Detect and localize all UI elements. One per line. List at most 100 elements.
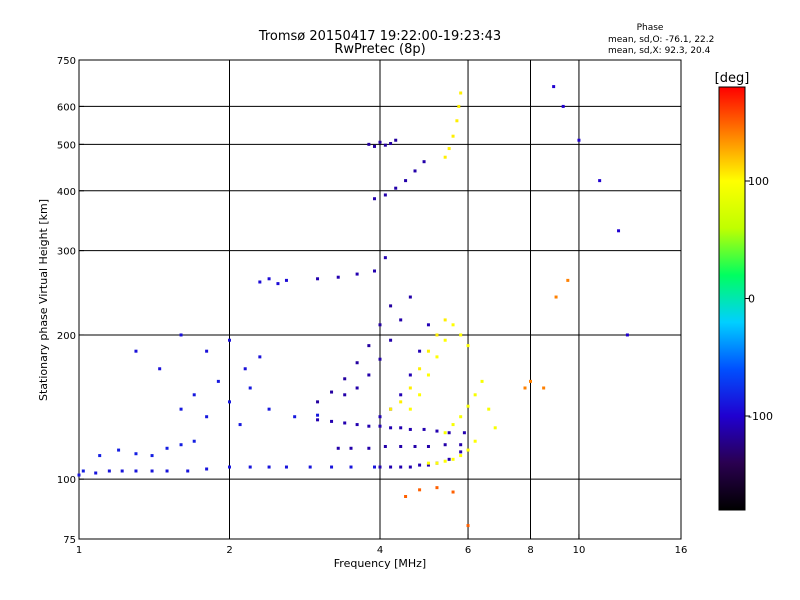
data-point	[487, 407, 491, 411]
y-tick-label: 750	[57, 56, 76, 67]
data-point	[179, 407, 183, 411]
y-axis-label: Stationary phase Virtual Height [km]	[37, 199, 50, 401]
data-point	[367, 142, 371, 146]
data-point	[617, 229, 621, 233]
data-point	[107, 469, 111, 473]
data-point	[378, 140, 382, 144]
data-point	[418, 488, 422, 492]
data-point	[418, 367, 422, 371]
data-point	[383, 193, 387, 197]
data-point	[399, 426, 403, 430]
colorbar-ticks: 100 0 -100	[745, 175, 773, 423]
data-point	[435, 486, 439, 490]
data-point	[473, 393, 477, 397]
data-point	[330, 465, 334, 469]
data-point	[330, 419, 334, 423]
data-point	[158, 367, 162, 371]
data-point	[117, 448, 121, 452]
data-points	[77, 85, 629, 528]
data-point	[81, 469, 85, 473]
data-point	[349, 465, 353, 469]
data-point	[150, 454, 154, 458]
data-point	[473, 439, 477, 443]
data-point	[389, 142, 393, 146]
data-point	[355, 272, 359, 276]
data-point	[276, 282, 280, 286]
data-point	[418, 463, 422, 467]
x-tick-label: 16	[675, 545, 688, 556]
data-point	[77, 473, 81, 477]
data-point	[529, 379, 532, 383]
data-point	[418, 349, 422, 353]
data-point	[466, 448, 470, 452]
data-point	[404, 179, 408, 183]
data-point	[399, 465, 403, 469]
data-point	[238, 423, 242, 427]
data-point	[355, 386, 359, 390]
data-point	[316, 277, 320, 281]
data-point	[422, 427, 426, 431]
data-point	[408, 373, 412, 377]
data-point	[179, 443, 183, 447]
data-point	[443, 155, 447, 159]
data-point	[134, 469, 138, 473]
data-point	[426, 373, 430, 377]
data-point	[134, 452, 138, 456]
stats-line-o: mean, sd,O: -76.1, 22.2	[608, 35, 714, 45]
data-point	[228, 338, 231, 342]
data-point	[447, 431, 451, 435]
data-point	[284, 465, 288, 469]
data-point	[165, 469, 169, 473]
data-point	[408, 427, 412, 431]
data-point	[205, 415, 209, 419]
data-point	[336, 275, 340, 279]
data-point	[426, 461, 430, 465]
data-point	[443, 431, 447, 435]
data-point	[399, 393, 403, 397]
data-point	[373, 269, 377, 273]
y-tick-label: 100	[57, 475, 76, 486]
data-point	[459, 450, 463, 454]
data-point	[258, 280, 262, 284]
x-tick-label: 8	[527, 545, 533, 556]
data-point	[566, 278, 570, 282]
y-tick-label: 500	[57, 140, 76, 151]
data-point	[480, 379, 484, 383]
data-point	[447, 147, 451, 151]
data-point	[355, 361, 359, 365]
data-point	[625, 333, 629, 337]
data-point	[561, 104, 565, 108]
data-point	[267, 407, 271, 411]
x-axis-label: Frequency [MHz]	[334, 557, 426, 570]
data-point	[389, 304, 393, 308]
data-point	[462, 431, 466, 435]
data-point	[205, 467, 209, 471]
data-point	[228, 465, 231, 469]
data-point	[367, 344, 371, 348]
data-point	[451, 457, 455, 461]
chart-title: Tromsø 20150417 19:22:00-19:23:43	[258, 29, 501, 44]
data-point	[343, 421, 347, 425]
data-point	[451, 323, 455, 327]
x-tick-label: 1	[76, 545, 82, 556]
data-point	[577, 138, 581, 142]
data-point	[455, 119, 459, 123]
data-point	[459, 91, 463, 95]
y-tick-label: 200	[57, 331, 76, 342]
stats-line-x: mean, sd,X: 92.3, 20.4	[608, 46, 711, 56]
plot-area: 1 2 4 6 8 10 16 75 100 200 300 400 500 600 750	[57, 56, 687, 556]
y-tick-label: 75	[63, 535, 76, 546]
data-point	[316, 413, 320, 417]
data-point	[373, 144, 377, 148]
data-point	[394, 138, 398, 142]
colorbar-tick-label: -100	[748, 410, 773, 423]
data-point	[447, 457, 451, 461]
data-point	[435, 333, 439, 337]
data-point	[120, 469, 124, 473]
data-point	[493, 426, 497, 430]
x-tick-label: 10	[573, 545, 586, 556]
colorbar-tick-label: 100	[748, 175, 769, 188]
data-point	[205, 349, 209, 353]
data-point	[150, 469, 154, 473]
data-point	[418, 393, 422, 397]
